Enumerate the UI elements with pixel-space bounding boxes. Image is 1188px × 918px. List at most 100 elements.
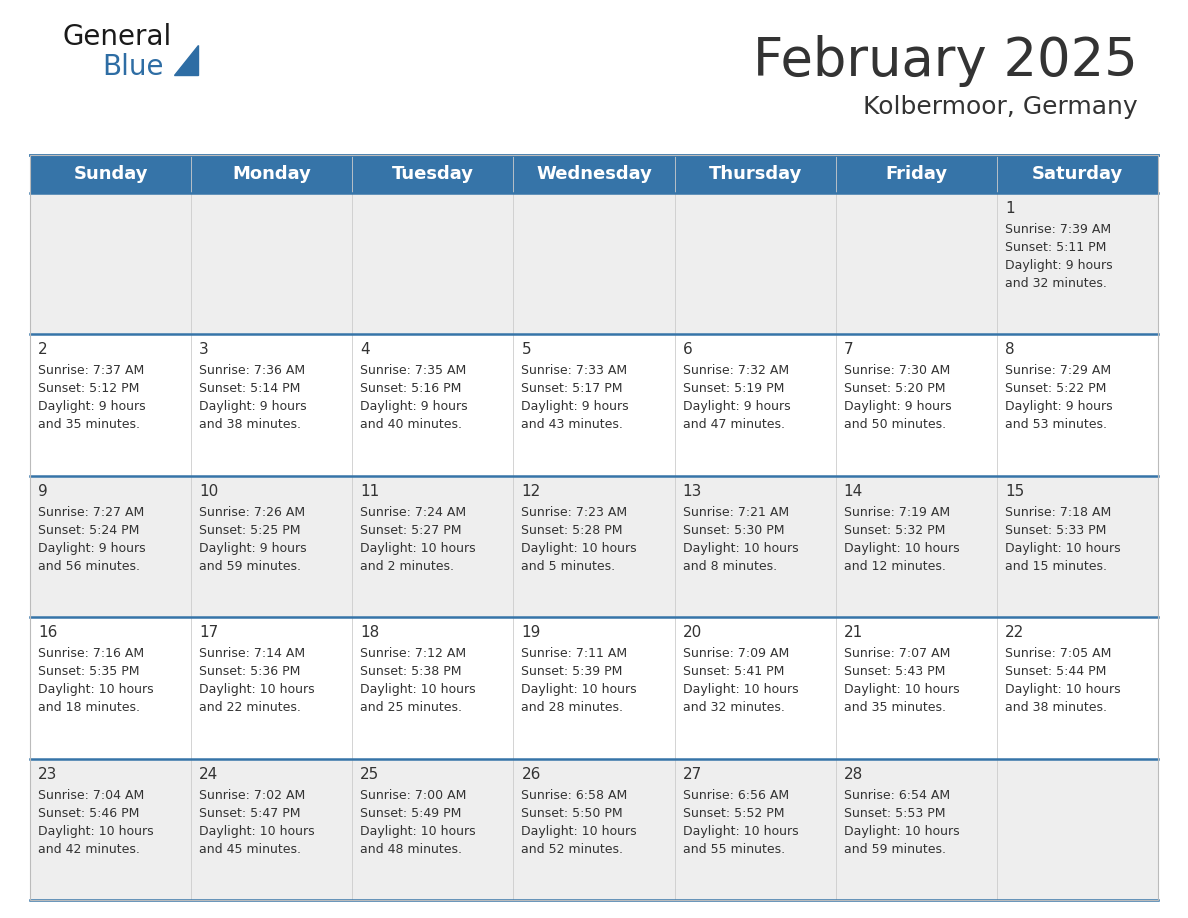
Bar xyxy=(30,758,191,900)
Text: 24: 24 xyxy=(200,767,219,781)
Bar xyxy=(997,476,1158,617)
Bar xyxy=(353,476,513,617)
Text: Sunrise: 7:33 AM: Sunrise: 7:33 AM xyxy=(522,364,627,377)
Bar xyxy=(513,193,675,334)
Text: Daylight: 9 hours: Daylight: 9 hours xyxy=(843,400,952,413)
Text: and 50 minutes.: and 50 minutes. xyxy=(843,419,946,431)
Text: 4: 4 xyxy=(360,342,369,357)
Text: Sunrise: 7:04 AM: Sunrise: 7:04 AM xyxy=(38,789,144,801)
Polygon shape xyxy=(173,45,198,75)
Text: and 18 minutes.: and 18 minutes. xyxy=(38,701,140,714)
Bar xyxy=(835,476,997,617)
Text: Daylight: 10 hours: Daylight: 10 hours xyxy=(38,824,153,837)
Text: Sunrise: 7:35 AM: Sunrise: 7:35 AM xyxy=(360,364,467,377)
Text: General: General xyxy=(62,23,171,51)
Text: 13: 13 xyxy=(683,484,702,498)
Text: 9: 9 xyxy=(38,484,48,498)
Text: Sunrise: 7:05 AM: Sunrise: 7:05 AM xyxy=(1005,647,1111,660)
Bar xyxy=(191,476,353,617)
Text: Sunrise: 7:00 AM: Sunrise: 7:00 AM xyxy=(360,789,467,801)
Text: Sunrise: 7:23 AM: Sunrise: 7:23 AM xyxy=(522,506,627,519)
Bar xyxy=(675,334,835,476)
Bar xyxy=(30,334,191,476)
Text: and 59 minutes.: and 59 minutes. xyxy=(843,843,946,856)
Text: and 32 minutes.: and 32 minutes. xyxy=(683,701,784,714)
Bar xyxy=(513,334,675,476)
Text: 22: 22 xyxy=(1005,625,1024,640)
Text: 8: 8 xyxy=(1005,342,1015,357)
Text: and 52 minutes.: and 52 minutes. xyxy=(522,843,624,856)
Bar xyxy=(513,476,675,617)
Text: Daylight: 10 hours: Daylight: 10 hours xyxy=(200,824,315,837)
Text: Sunrise: 7:02 AM: Sunrise: 7:02 AM xyxy=(200,789,305,801)
Text: Friday: Friday xyxy=(885,165,947,183)
Bar xyxy=(191,193,353,334)
Text: 14: 14 xyxy=(843,484,862,498)
Text: Sunset: 5:38 PM: Sunset: 5:38 PM xyxy=(360,666,462,678)
Text: and 47 minutes.: and 47 minutes. xyxy=(683,419,784,431)
Text: 10: 10 xyxy=(200,484,219,498)
Text: Kolbermoor, Germany: Kolbermoor, Germany xyxy=(864,95,1138,119)
Text: 18: 18 xyxy=(360,625,379,640)
Text: Sunset: 5:11 PM: Sunset: 5:11 PM xyxy=(1005,241,1106,254)
Bar xyxy=(353,758,513,900)
Text: and 42 minutes.: and 42 minutes. xyxy=(38,843,140,856)
Text: Daylight: 9 hours: Daylight: 9 hours xyxy=(1005,400,1112,413)
Text: and 8 minutes.: and 8 minutes. xyxy=(683,560,777,573)
Text: Sunset: 5:28 PM: Sunset: 5:28 PM xyxy=(522,524,623,537)
Bar xyxy=(353,617,513,758)
Text: Daylight: 10 hours: Daylight: 10 hours xyxy=(522,683,637,696)
Text: Sunrise: 7:27 AM: Sunrise: 7:27 AM xyxy=(38,506,144,519)
Text: 15: 15 xyxy=(1005,484,1024,498)
Text: Sunrise: 7:19 AM: Sunrise: 7:19 AM xyxy=(843,506,950,519)
Text: Daylight: 9 hours: Daylight: 9 hours xyxy=(200,542,307,554)
Bar xyxy=(835,334,997,476)
Text: Sunrise: 7:14 AM: Sunrise: 7:14 AM xyxy=(200,647,305,660)
Text: Daylight: 10 hours: Daylight: 10 hours xyxy=(683,824,798,837)
Bar xyxy=(997,334,1158,476)
Text: Tuesday: Tuesday xyxy=(392,165,474,183)
Bar xyxy=(835,758,997,900)
Text: Sunrise: 7:39 AM: Sunrise: 7:39 AM xyxy=(1005,223,1111,236)
Text: Sunset: 5:12 PM: Sunset: 5:12 PM xyxy=(38,383,139,396)
Text: Sunset: 5:33 PM: Sunset: 5:33 PM xyxy=(1005,524,1106,537)
Bar xyxy=(30,476,191,617)
Text: Sunrise: 7:24 AM: Sunrise: 7:24 AM xyxy=(360,506,467,519)
Text: Sunset: 5:39 PM: Sunset: 5:39 PM xyxy=(522,666,623,678)
Bar xyxy=(30,193,191,334)
Text: Sunday: Sunday xyxy=(74,165,147,183)
Bar xyxy=(675,193,835,334)
Bar xyxy=(997,617,1158,758)
Text: and 12 minutes.: and 12 minutes. xyxy=(843,560,946,573)
Text: Sunset: 5:41 PM: Sunset: 5:41 PM xyxy=(683,666,784,678)
Text: Daylight: 10 hours: Daylight: 10 hours xyxy=(843,542,960,554)
Text: and 22 minutes.: and 22 minutes. xyxy=(200,701,301,714)
Text: Sunset: 5:16 PM: Sunset: 5:16 PM xyxy=(360,383,462,396)
Text: 12: 12 xyxy=(522,484,541,498)
Text: Daylight: 10 hours: Daylight: 10 hours xyxy=(522,824,637,837)
Text: 11: 11 xyxy=(360,484,379,498)
Text: 16: 16 xyxy=(38,625,57,640)
Text: 1: 1 xyxy=(1005,201,1015,216)
Text: and 35 minutes.: and 35 minutes. xyxy=(843,701,946,714)
Text: Daylight: 9 hours: Daylight: 9 hours xyxy=(522,400,630,413)
Text: Daylight: 9 hours: Daylight: 9 hours xyxy=(38,542,146,554)
Text: Sunset: 5:50 PM: Sunset: 5:50 PM xyxy=(522,807,623,820)
Text: Sunset: 5:24 PM: Sunset: 5:24 PM xyxy=(38,524,139,537)
Bar xyxy=(835,193,997,334)
Text: Sunset: 5:27 PM: Sunset: 5:27 PM xyxy=(360,524,462,537)
Bar xyxy=(30,617,191,758)
Text: Sunrise: 7:30 AM: Sunrise: 7:30 AM xyxy=(843,364,950,377)
Bar xyxy=(675,476,835,617)
Text: Daylight: 10 hours: Daylight: 10 hours xyxy=(683,542,798,554)
Bar xyxy=(191,617,353,758)
Text: Sunrise: 7:36 AM: Sunrise: 7:36 AM xyxy=(200,364,305,377)
Text: Sunrise: 7:29 AM: Sunrise: 7:29 AM xyxy=(1005,364,1111,377)
Text: Sunrise: 7:12 AM: Sunrise: 7:12 AM xyxy=(360,647,467,660)
Text: 5: 5 xyxy=(522,342,531,357)
Text: and 55 minutes.: and 55 minutes. xyxy=(683,843,785,856)
Text: Sunset: 5:47 PM: Sunset: 5:47 PM xyxy=(200,807,301,820)
Bar xyxy=(675,758,835,900)
Text: and 32 minutes.: and 32 minutes. xyxy=(1005,277,1107,290)
Text: Sunset: 5:22 PM: Sunset: 5:22 PM xyxy=(1005,383,1106,396)
